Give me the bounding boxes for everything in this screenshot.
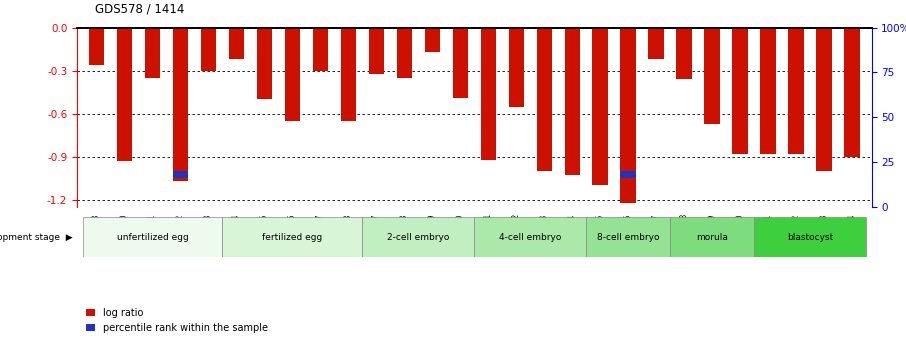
Text: 2-cell embryo: 2-cell embryo: [387, 233, 449, 242]
Bar: [677, 28, 692, 79]
Bar: [256, 28, 272, 99]
Bar: [704, 28, 719, 124]
Text: unfertilized egg: unfertilized egg: [117, 233, 188, 242]
Bar: [362, 217, 475, 257]
Text: GDS578 / 1414: GDS578 / 1414: [95, 2, 185, 16]
Bar: [508, 28, 524, 107]
Bar: [670, 217, 754, 257]
Bar: [229, 28, 245, 59]
Bar: [284, 28, 300, 121]
Bar: [89, 28, 104, 65]
Bar: [480, 28, 496, 160]
Bar: [475, 217, 586, 257]
Bar: [564, 28, 580, 175]
Bar: [145, 28, 160, 78]
Bar: [754, 217, 866, 257]
Bar: [844, 28, 860, 157]
Legend: log ratio, percentile rank within the sample: log ratio, percentile rank within the sa…: [82, 304, 272, 337]
Bar: [397, 28, 412, 78]
Bar: [201, 28, 217, 71]
Bar: [621, 171, 636, 178]
Text: 8-cell embryo: 8-cell embryo: [597, 233, 660, 242]
Text: morula: morula: [696, 233, 728, 242]
Bar: [117, 28, 132, 161]
Text: blastocyst: blastocyst: [787, 233, 834, 242]
Text: 4-cell embryo: 4-cell embryo: [499, 233, 562, 242]
Bar: [173, 28, 188, 181]
Bar: [816, 28, 832, 171]
Bar: [649, 28, 664, 59]
Bar: [760, 28, 776, 154]
Bar: [593, 28, 608, 186]
Bar: [341, 28, 356, 121]
Bar: [82, 217, 223, 257]
Bar: [425, 28, 440, 52]
Text: development stage  ▶: development stage ▶: [0, 233, 72, 242]
Text: fertilized egg: fertilized egg: [263, 233, 323, 242]
Bar: [788, 28, 804, 154]
Bar: [586, 217, 670, 257]
Bar: [621, 28, 636, 203]
Bar: [536, 28, 552, 171]
Bar: [173, 171, 188, 178]
Bar: [313, 28, 328, 71]
Bar: [369, 28, 384, 73]
Bar: [453, 28, 468, 98]
Bar: [732, 28, 747, 154]
Bar: [223, 217, 362, 257]
